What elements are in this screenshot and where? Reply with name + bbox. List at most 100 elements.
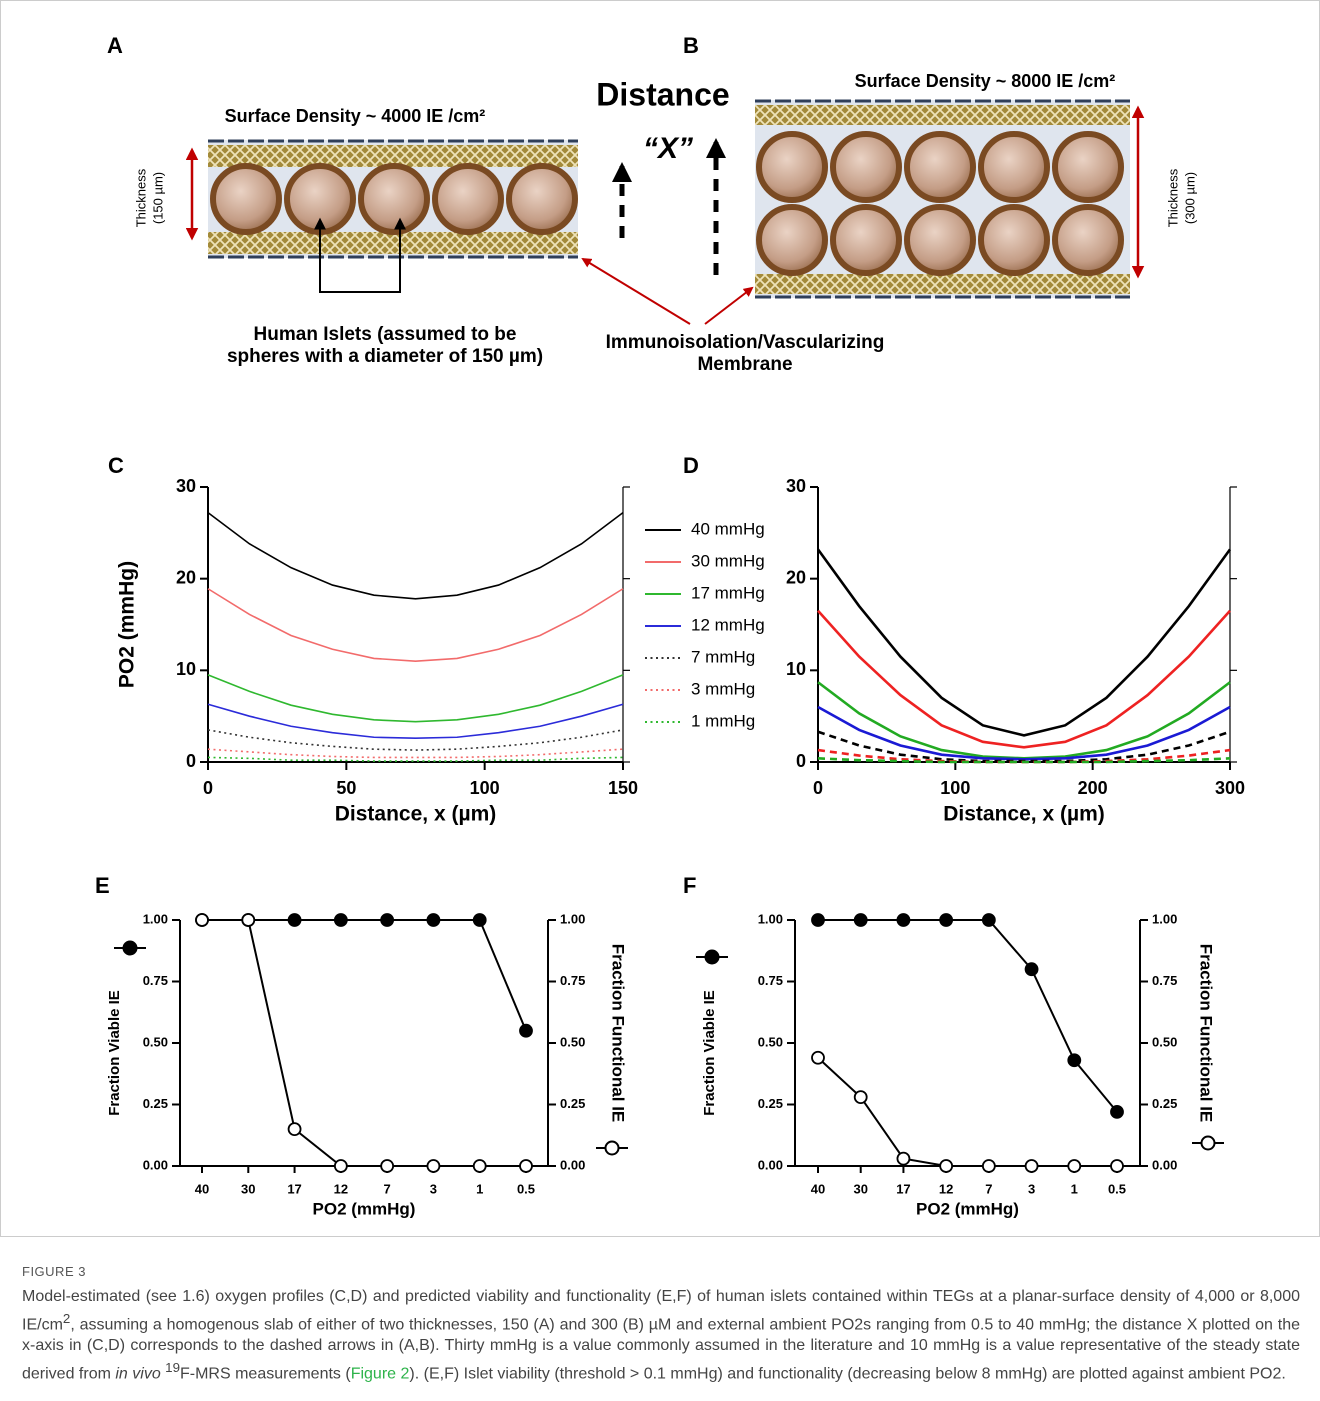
x-tick-label: 1 [1071, 1181, 1078, 1196]
data-point [811, 1050, 825, 1065]
caption-italic: in vivo [115, 1365, 166, 1383]
data-point [195, 913, 209, 927]
legend-symbol [604, 1140, 620, 1156]
x-axis-label: Distance, x (µm) [943, 803, 1104, 826]
membrane [208, 145, 578, 167]
x-tick-label: 12 [939, 1181, 953, 1196]
x-tick-label: 7 [985, 1181, 992, 1196]
x-tick-label: 17 [896, 1181, 910, 1196]
islet [358, 163, 430, 235]
panel-label: C [108, 453, 124, 478]
x-tick-label: 12 [334, 1181, 348, 1196]
caption-run: , assuming a homogenous slab of either o… [22, 1315, 1300, 1383]
series-line [207, 674, 624, 723]
x-tick-label: 100 [940, 778, 970, 798]
data-point [380, 913, 395, 927]
x-tick-label: 30 [853, 1181, 867, 1196]
data-point [1024, 1159, 1039, 1173]
y2-tick-label: 0.25 [1152, 1096, 1177, 1111]
y2-tick-label: 0.50 [560, 1034, 585, 1049]
y-tick-label: 0 [796, 751, 806, 771]
y2-tick-label: 0.00 [560, 1157, 585, 1172]
islet [756, 131, 828, 203]
panel-label: A [107, 33, 123, 58]
legend-label: 40 mmHg [691, 519, 765, 538]
series-line [207, 748, 624, 759]
islet [756, 204, 828, 276]
series-line [207, 756, 624, 762]
y2-axis-label: Fraction Functional IE [609, 944, 628, 1123]
caption: Model-estimated (see 1.6) oxygen profile… [22, 1286, 1300, 1385]
thickness-label: (150 µm) [150, 172, 165, 224]
panel-label: B [683, 33, 699, 58]
y2-tick-label: 0.00 [1152, 1157, 1177, 1172]
y-tick-label: 0.25 [143, 1096, 168, 1111]
series-line [818, 919, 1118, 1113]
islet [1052, 131, 1124, 203]
data-point [333, 1159, 348, 1173]
islet [830, 131, 902, 203]
y-tick-label: 20 [176, 567, 196, 587]
islet [210, 163, 282, 235]
data-point [472, 1159, 487, 1173]
caption-sup: 19 [165, 1359, 180, 1375]
data-point [519, 1159, 533, 1173]
y2-axis-label: Fraction Functional IE [1197, 944, 1216, 1123]
caption-run: Model-estimated (see 1.6) oxygen profile… [22, 1288, 1300, 1333]
data-point [1067, 1053, 1082, 1068]
y-tick-label: 30 [176, 476, 196, 496]
data-point [287, 1122, 302, 1136]
data-point [241, 913, 256, 927]
y-axis-label: Fraction Viable IE [106, 990, 123, 1116]
data-point [333, 913, 348, 927]
x-axis-label: PO2 (mmHg) [313, 1199, 416, 1218]
y-tick-label: 0.00 [758, 1157, 783, 1172]
y-tick-label: 0 [186, 751, 196, 771]
y2-tick-label: 0.75 [1152, 973, 1177, 988]
y-tick-label: 0.00 [143, 1157, 168, 1172]
data-point [1067, 1159, 1082, 1173]
y-tick-label: 20 [786, 567, 806, 587]
series-line [207, 512, 624, 600]
data-point [981, 1159, 996, 1173]
panel-label: D [683, 453, 699, 478]
membrane-pointer [581, 257, 691, 325]
figure-link[interactable]: Figure 2 [350, 1365, 410, 1383]
x-tick-label: 300 [1215, 778, 1245, 798]
data-point [811, 913, 825, 927]
legend-symbol [1200, 1135, 1216, 1151]
caption-sup: 2 [62, 1310, 71, 1326]
x-tick-label: 3 [430, 1181, 437, 1196]
data-point [519, 1023, 533, 1038]
y-tick-label: 10 [786, 659, 806, 679]
distance-variable: “X” [643, 132, 693, 165]
y-axis-label: Fraction Viable IE [701, 990, 718, 1116]
y2-tick-label: 0.75 [560, 973, 585, 988]
islet-grid [756, 131, 1124, 276]
membrane [208, 232, 578, 254]
membrane-pointer [704, 286, 754, 325]
x-tick-label: 0.5 [1108, 1181, 1126, 1196]
caption-run: ). (E,F) Islet viability (threshold > 0.… [409, 1365, 1286, 1383]
y-tick-label: 0.50 [758, 1034, 783, 1049]
islet [978, 204, 1050, 276]
y-tick-label: 0.75 [758, 973, 783, 988]
x-tick-label: 40 [811, 1181, 825, 1196]
membrane [755, 274, 1130, 294]
caption-label: FIGURE 3 [22, 1264, 86, 1279]
distance-title: Distance [596, 76, 729, 112]
y-tick-label: 0.25 [758, 1096, 783, 1111]
islet [506, 163, 578, 235]
legend-symbol [704, 949, 720, 965]
x-tick-label: 17 [287, 1181, 301, 1196]
data-point [380, 1159, 395, 1173]
legend-symbol [122, 940, 138, 956]
legend-label: 7 mmHg [691, 647, 755, 666]
islets-label: Human Islets (assumed to be [254, 324, 517, 345]
series-line [207, 588, 624, 662]
islet [1052, 204, 1124, 276]
y-axis-label: PO2 (mmHg) [116, 561, 139, 688]
surface-density: Surface Density ~ 4000 IE /cm² [225, 106, 486, 126]
thickness-label: Thickness [133, 168, 148, 227]
